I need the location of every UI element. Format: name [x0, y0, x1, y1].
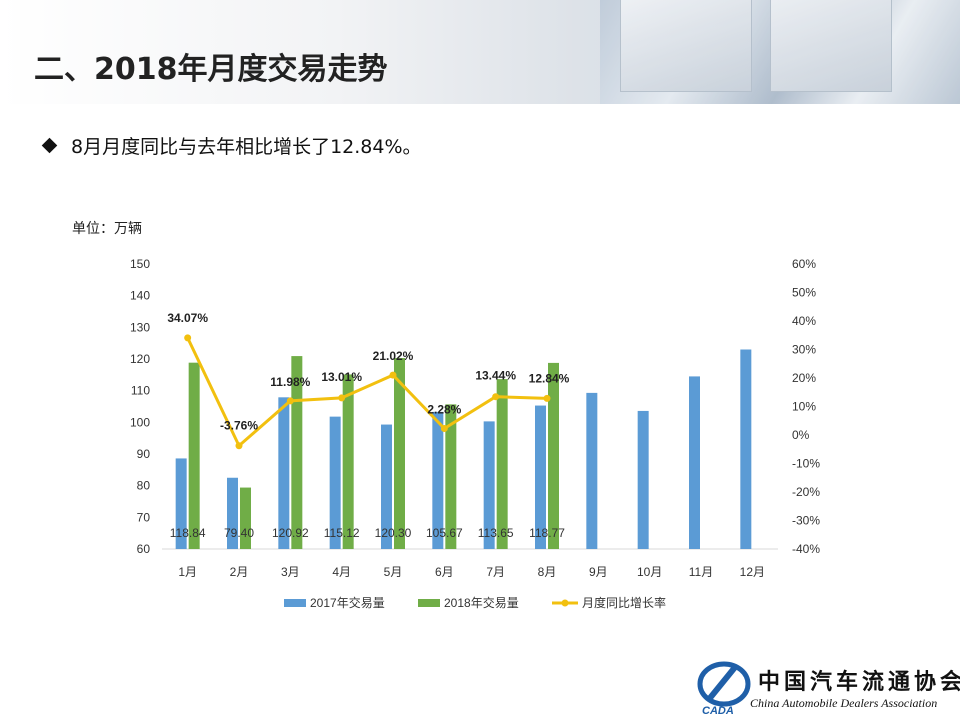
association-logo: CADA 中国汽车流通协会 China Automobile Dealers A…: [696, 658, 960, 718]
bar-2017: [329, 416, 341, 549]
bullet-point: 8月月度同比与去年相比增长了12.84%。: [41, 132, 422, 159]
bar-2018: [394, 358, 405, 549]
bar-2017: [483, 421, 495, 549]
x-tick-label: 7月: [486, 565, 505, 579]
bar-2017: [381, 424, 392, 549]
x-tick-label: 11月: [689, 565, 713, 579]
y-left-tick-label: 120: [130, 352, 150, 366]
y-left-tick-label: 140: [130, 289, 150, 303]
bar-2017: [432, 411, 444, 549]
y-right-tick-label: -40%: [792, 542, 820, 556]
growth-point: [338, 394, 346, 402]
growth-point: [184, 334, 192, 342]
bar-2018-data-label: 115.12: [324, 526, 360, 540]
y-left-tick-label: 60: [137, 542, 151, 556]
y-left-tick-label: 90: [137, 447, 151, 461]
growth-point: [235, 442, 243, 450]
x-tick-label: 12月: [740, 565, 765, 579]
y-right-tick-label: 30%: [792, 343, 816, 357]
bar-2018-data-label: 113.65: [478, 526, 514, 540]
header-photo: [600, 0, 960, 104]
growth-data-label: -3.76%: [220, 419, 258, 433]
bar-2018: [496, 379, 508, 549]
x-tick-label: 5月: [384, 565, 403, 579]
x-tick-label: 4月: [332, 565, 351, 579]
x-tick-label: 2月: [230, 565, 249, 579]
x-tick-label: 1月: [178, 565, 197, 579]
y-left-tick-label: 80: [137, 479, 151, 493]
legend-label-2017: 2017年交易量: [310, 595, 385, 610]
y-left-tick-label: 130: [130, 320, 150, 334]
y-right-tick-label: 20%: [792, 371, 816, 385]
y-right-tick-label: -20%: [792, 485, 820, 499]
growth-point: [440, 425, 448, 433]
y-right-tick-label: -30%: [792, 514, 820, 528]
growth-data-label: 13.01%: [321, 370, 362, 384]
x-tick-label: 9月: [589, 565, 608, 579]
growth-data-label: 11.98%: [270, 375, 310, 389]
bar-2018: [240, 487, 251, 549]
bar-2018-data-label: 118.77: [529, 526, 565, 540]
bar-2017: [586, 392, 598, 549]
legend-label-2018: 2018年交易量: [444, 595, 519, 610]
growth-data-label: 2.28%: [427, 403, 461, 417]
growth-line: [186, 337, 548, 449]
logo-english-name: China Automobile Dealers Association: [750, 696, 938, 710]
y-right-tick-label: 50%: [792, 286, 816, 300]
growth-data-label: 13.44%: [475, 369, 516, 383]
growth-point: [389, 371, 397, 379]
legend-swatch-2017: [284, 599, 306, 607]
legend-swatch-2018: [418, 599, 440, 607]
bar-2018: [188, 362, 200, 549]
bar-2017: [637, 410, 649, 549]
cada-emblem-icon: CADA: [697, 661, 751, 717]
bar-2018: [342, 374, 354, 549]
y-left-tick-label: 110: [131, 384, 150, 398]
y-right-tick-label: 0%: [792, 428, 810, 442]
legend-label-growth: 月度同比增长率: [582, 595, 666, 610]
bar-2018: [445, 404, 457, 549]
growth-data-label: 12.84%: [529, 371, 570, 385]
page-title: 二、2018年月度交易走势: [34, 52, 388, 87]
bar-2017: [689, 376, 700, 549]
bar-2018: [548, 362, 559, 549]
header-cube: [620, 0, 752, 92]
logo-chinese-name: 中国汽车流通协会: [758, 669, 960, 695]
unit-label: 单位：万辆: [72, 221, 142, 237]
y-right-tick-label: 10%: [792, 400, 816, 414]
bar-2018-data-label: 105.67: [426, 526, 463, 540]
growth-data-label: 21.02%: [373, 349, 414, 363]
y-left-tick-label: 150: [130, 257, 150, 271]
bar-2017: [740, 349, 752, 549]
y-right-tick-label: -10%: [792, 457, 820, 471]
bar-2017: [535, 405, 546, 549]
bar-2017: [175, 458, 187, 549]
y-left-tick-label: 70: [137, 510, 151, 524]
bar-2017: [227, 477, 238, 549]
bar-2018-data-label: 120.92: [272, 526, 309, 540]
legend-swatch-growth-point: [561, 599, 569, 607]
y-left-tick-label: 100: [130, 415, 150, 429]
y-right-tick-label: 40%: [792, 314, 816, 328]
bar-2018-data-label: 79.40: [224, 526, 254, 540]
x-tick-label: 3月: [281, 565, 300, 579]
bar-2017: [278, 397, 290, 549]
y-right-tick-label: 60%: [792, 257, 816, 271]
bar-2018: [291, 356, 303, 549]
growth-data-label: 34.07%: [167, 311, 208, 325]
growth-point: [543, 394, 551, 402]
header-cube: [770, 0, 892, 92]
bar-2018-data-label: 120.30: [375, 526, 412, 540]
growth-point: [492, 393, 500, 401]
x-tick-label: 6月: [435, 565, 454, 579]
x-tick-label: 8月: [538, 565, 557, 579]
bullet-text: 8月月度同比与去年相比增长了12.84%。: [71, 136, 422, 158]
emblem-text: CADA: [702, 705, 734, 717]
growth-point: [286, 397, 294, 405]
bar-2018-data-label: 118.84: [170, 526, 206, 540]
x-tick-label: 10月: [637, 565, 662, 579]
